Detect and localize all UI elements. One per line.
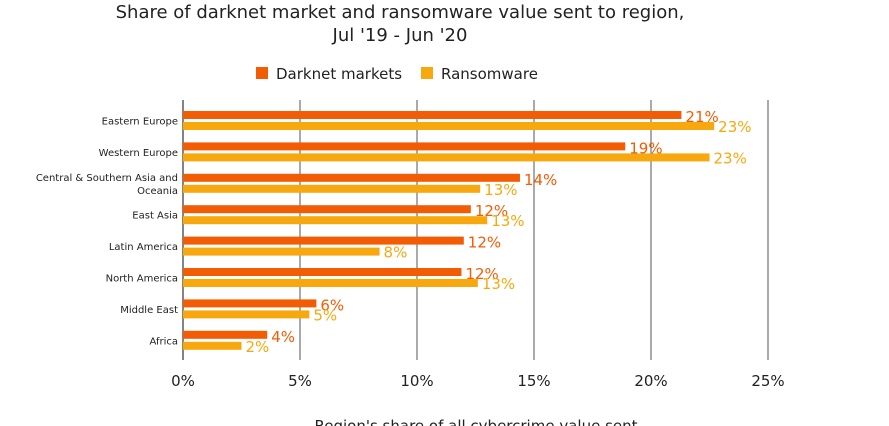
category-labels: Eastern Europe Western Europe Central & So… <box>36 117 178 348</box>
data-label: 13% <box>482 275 515 293</box>
data-label: 19% <box>629 139 662 157</box>
x-tick-labels: 0% 5% 10% 15% 20% 25% <box>171 372 785 390</box>
data-label: 6% <box>320 296 344 314</box>
x-tick-label: 15% <box>517 372 550 390</box>
bar-darknet-markets <box>183 205 471 214</box>
gridlines <box>182 100 769 360</box>
data-label: 23% <box>718 118 751 136</box>
bar-ransomware <box>183 310 310 319</box>
data-label: 12% <box>475 202 508 220</box>
x-axis-title: Region's share of all cybercrime value s… <box>315 417 638 426</box>
x-tick-label: 5% <box>288 372 312 390</box>
bar-ransomware <box>183 247 380 256</box>
legend-swatch-ransomware <box>421 67 433 79</box>
bar-ransomware <box>183 122 715 130</box>
category-label: Eastern Europe <box>102 117 178 128</box>
legend-label-darknet-markets: Darknet markets <box>276 65 402 83</box>
legend-swatch-darknet-markets <box>256 67 268 79</box>
data-label: 13% <box>491 212 524 230</box>
bar-ransomware <box>183 341 242 350</box>
category-label: Middle East <box>120 305 178 316</box>
category-label: Latin America <box>109 242 178 253</box>
bar-ransomware <box>183 279 478 287</box>
x-tick-label: 10% <box>400 372 433 390</box>
category-label: Central & Southern Asia and <box>36 173 178 184</box>
bar-darknet-markets <box>183 330 268 339</box>
bar-ransomware <box>183 216 488 225</box>
bar-darknet-markets <box>183 299 317 308</box>
legend-label-ransomware: Ransomware <box>441 65 538 83</box>
bar-darknet-markets <box>183 111 682 119</box>
chart-title-line-1: Share of darknet market and ransomware v… <box>116 2 685 23</box>
bar-darknet-markets <box>183 268 462 276</box>
data-label: 23% <box>714 149 747 167</box>
bar-darknet-markets <box>183 236 464 245</box>
category-label: Africa <box>149 336 178 347</box>
data-labels: 21%23%19%23%14%13%12%13%12%8%12%13%6%5%4… <box>246 108 752 356</box>
category-label: East Asia <box>132 211 178 222</box>
chart-title-line-2: Jul '19 - Jun '20 <box>332 25 468 46</box>
x-tick-label: 20% <box>634 372 667 390</box>
x-tick-label: 25% <box>751 372 784 390</box>
legend: Darknet markets Ransomware <box>256 65 538 83</box>
data-label: 5% <box>313 306 337 324</box>
bar-ransomware <box>183 153 710 162</box>
category-label: Western Europe <box>99 148 178 159</box>
bar-ransomware <box>183 184 481 193</box>
data-label: 4% <box>271 328 295 346</box>
data-label: 12% <box>465 265 498 283</box>
bar-darknet-markets <box>183 173 520 182</box>
bar-darknet-markets <box>183 142 626 151</box>
data-label: 8% <box>384 244 408 262</box>
x-tick-label: 0% <box>171 372 195 390</box>
data-label: 12% <box>468 234 501 252</box>
data-label: 21% <box>685 108 718 126</box>
data-label: 14% <box>524 171 557 189</box>
bars <box>183 111 715 350</box>
category-label: Oceania <box>137 186 178 197</box>
data-label: 2% <box>246 338 270 356</box>
data-label: 13% <box>484 181 517 199</box>
category-label: North America <box>106 274 178 285</box>
